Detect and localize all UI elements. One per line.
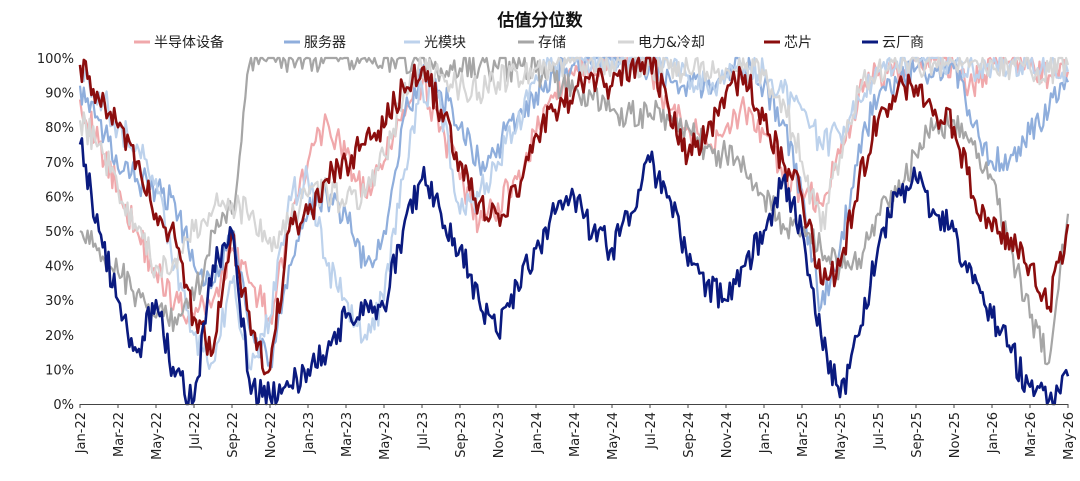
legend-label: 服务器 <box>304 35 346 51</box>
y-tick-label: 80% <box>45 121 74 136</box>
y-tick-label: 100% <box>37 52 74 67</box>
x-tick-label: Jul-22 <box>188 412 203 450</box>
y-axis: 0% 10% 20% 30% 40% 50% 60% 70% 80% 90% 100% <box>37 52 74 413</box>
x-tick-label: Jan-23 <box>302 412 317 454</box>
x-tick-label: Mar-22 <box>112 412 127 457</box>
x-tick-label: Jan-22 <box>74 412 89 454</box>
x-tick-label: Nov-23 <box>492 412 507 458</box>
legend-label: 云厂商 <box>882 35 924 51</box>
x-tick-label: May-26 <box>1062 412 1077 460</box>
series-line <box>78 56 1070 279</box>
x-tick-label: Nov-24 <box>720 412 735 458</box>
legend-label: 芯片 <box>784 35 812 51</box>
x-tick-label: May-25 <box>834 412 849 460</box>
x-tick-label: Sep-24 <box>682 412 697 458</box>
y-tick-label: 0% <box>53 398 74 413</box>
legend-label: 存储 <box>538 35 566 51</box>
x-tick-label: May-23 <box>378 412 393 460</box>
x-tick-label: Jan-25 <box>758 412 773 454</box>
y-tick-label: 20% <box>45 329 74 344</box>
series-line <box>78 56 1070 376</box>
x-tick-label: Sep-25 <box>910 412 925 458</box>
y-tick-label: 50% <box>45 225 74 240</box>
legend-label: 光模块 <box>424 35 466 51</box>
x-tick-label: Jul-24 <box>644 412 659 450</box>
y-tick-label: 60% <box>45 190 74 205</box>
y-tick-label: 10% <box>45 363 74 378</box>
x-tick-label: May-24 <box>606 412 621 460</box>
x-tick-label: Mar-24 <box>568 412 583 457</box>
series-line <box>78 137 1070 406</box>
y-tick-label: 30% <box>45 294 74 309</box>
x-tick-label: Jan-26 <box>986 412 1001 454</box>
legend-label: 电力&冷却 <box>638 35 705 51</box>
x-tick-label: Sep-22 <box>226 412 241 458</box>
chart-title: 估值分位数 <box>497 10 584 31</box>
chart-legend: 半导体设备 服务器 光模块 存储 电力&冷却 芯片 云厂商 <box>134 34 924 51</box>
y-tick-label: 70% <box>45 156 74 171</box>
x-tick-label: Jul-25 <box>872 412 887 450</box>
x-tick-label: Jul-23 <box>416 412 431 450</box>
x-tick-label: Mar-23 <box>340 412 355 457</box>
series-lines <box>78 56 1070 406</box>
x-tick-label: May-22 <box>150 412 165 460</box>
x-tick-label: Mar-26 <box>1024 412 1039 457</box>
x-tick-label: Nov-25 <box>948 412 963 458</box>
series-line <box>78 56 1070 369</box>
series-line <box>79 56 1070 366</box>
x-tick-label: Jan-24 <box>530 412 545 454</box>
x-tick-label: Mar-25 <box>796 412 811 457</box>
x-tick-label: Sep-23 <box>454 412 469 458</box>
y-tick-label: 90% <box>45 87 74 102</box>
x-tick-label: Nov-22 <box>264 412 279 458</box>
y-tick-label: 40% <box>45 260 74 275</box>
x-axis: Jan-22 Mar-22 May-22 Jul-22 Sep-22 Nov-22 Jan-… <box>74 404 1077 460</box>
legend-label: 半导体设备 <box>154 34 224 51</box>
